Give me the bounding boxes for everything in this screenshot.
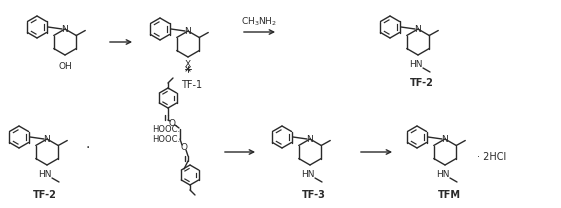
Text: HN: HN xyxy=(38,170,52,179)
Text: HN: HN xyxy=(436,170,450,179)
Text: N: N xyxy=(442,135,448,144)
Text: N: N xyxy=(415,25,421,33)
Text: X: X xyxy=(185,60,191,69)
Text: HOOC.: HOOC. xyxy=(152,135,180,144)
Text: TF-2: TF-2 xyxy=(410,78,434,88)
Text: TF-2: TF-2 xyxy=(33,190,57,200)
Text: N: N xyxy=(44,135,50,144)
Text: TF-1: TF-1 xyxy=(181,80,203,90)
Text: N: N xyxy=(62,25,68,33)
Text: CH$_3$NH$_2$: CH$_3$NH$_2$ xyxy=(241,16,278,28)
Text: O: O xyxy=(168,119,176,128)
Text: N: N xyxy=(307,135,314,144)
Text: ·: · xyxy=(86,141,90,155)
Text: HOOC.: HOOC. xyxy=(152,125,180,134)
Text: N: N xyxy=(185,26,191,36)
Text: HN: HN xyxy=(301,170,315,179)
Text: O: O xyxy=(181,142,187,151)
Text: HN: HN xyxy=(410,60,423,69)
Text: OH: OH xyxy=(58,62,72,71)
Text: TF-3: TF-3 xyxy=(302,190,326,200)
Text: TFM: TFM xyxy=(438,190,461,200)
Text: · 2HCl: · 2HCl xyxy=(477,152,506,162)
